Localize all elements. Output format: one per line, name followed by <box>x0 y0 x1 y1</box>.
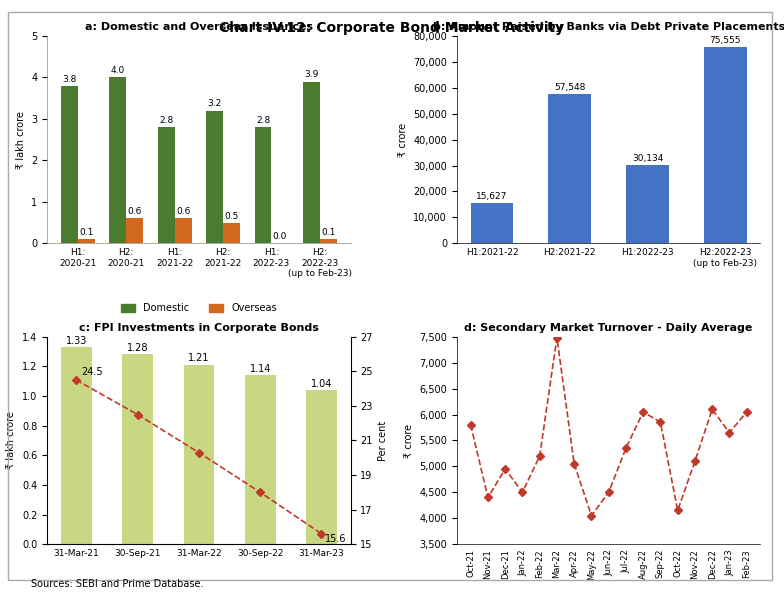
Text: 0.6: 0.6 <box>176 208 191 216</box>
Text: 15,627: 15,627 <box>477 192 508 201</box>
Text: 1.04: 1.04 <box>310 379 332 389</box>
Bar <box>255 127 271 243</box>
Text: 75,555: 75,555 <box>710 36 741 45</box>
Text: 0.1: 0.1 <box>321 228 336 237</box>
Title: a: Domestic and Overseas Issuances: a: Domestic and Overseas Issuances <box>85 22 313 32</box>
Text: 0.0: 0.0 <box>273 232 287 241</box>
Text: 2.8: 2.8 <box>159 116 173 125</box>
Bar <box>78 239 95 243</box>
Bar <box>245 375 275 544</box>
Bar <box>109 77 126 243</box>
Y-axis label: ₹ lakh crore: ₹ lakh crore <box>16 111 26 169</box>
Title: d: Secondary Market Turnover - Daily Average: d: Secondary Market Turnover - Daily Ave… <box>464 323 753 333</box>
Bar <box>549 94 591 243</box>
Bar <box>175 218 191 243</box>
Bar <box>183 365 214 544</box>
Y-axis label: ₹ lakh crore: ₹ lakh crore <box>6 411 16 469</box>
Text: 15.6: 15.6 <box>325 535 346 544</box>
Y-axis label: Per cent: Per cent <box>379 420 388 460</box>
Text: 3.8: 3.8 <box>62 75 77 84</box>
Title: b: Amount Raised by Banks via Debt Private Placements: b: Amount Raised by Banks via Debt Priva… <box>433 22 784 32</box>
Text: 0.1: 0.1 <box>79 228 93 237</box>
Bar <box>223 222 240 243</box>
Text: 3.9: 3.9 <box>304 71 318 80</box>
Text: 4.0: 4.0 <box>111 66 125 75</box>
Bar <box>158 127 175 243</box>
Text: 30,134: 30,134 <box>632 154 663 163</box>
Bar <box>61 86 78 243</box>
Bar <box>704 47 746 243</box>
Bar <box>470 203 514 243</box>
Text: 24.5: 24.5 <box>81 367 103 377</box>
Text: Sources: SEBI and Prime Database.: Sources: SEBI and Prime Database. <box>31 579 204 589</box>
Text: 0.5: 0.5 <box>224 212 238 221</box>
Text: 1.33: 1.33 <box>66 335 87 346</box>
Text: 1.14: 1.14 <box>249 364 270 374</box>
Text: 3.2: 3.2 <box>208 99 222 108</box>
Bar <box>307 390 337 544</box>
Text: 57,548: 57,548 <box>554 83 586 92</box>
Text: 2.8: 2.8 <box>256 116 270 125</box>
Title: c: FPI Investments in Corporate Bonds: c: FPI Investments in Corporate Bonds <box>79 323 319 333</box>
Bar <box>303 81 320 243</box>
Text: Chart IV.12: Corporate Bond Market Activity: Chart IV.12: Corporate Bond Market Activ… <box>220 21 564 35</box>
Bar <box>206 111 223 243</box>
Text: 0.6: 0.6 <box>128 208 142 216</box>
Bar <box>126 218 143 243</box>
Legend: Domestic, Overseas: Domestic, Overseas <box>117 300 281 318</box>
Bar <box>626 165 669 243</box>
Bar <box>61 347 92 544</box>
Y-axis label: ₹ crore: ₹ crore <box>397 123 408 157</box>
Text: 1.28: 1.28 <box>127 343 148 353</box>
Y-axis label: ₹ crore: ₹ crore <box>404 423 414 457</box>
Bar <box>122 355 153 544</box>
Bar <box>320 239 337 243</box>
Text: 1.21: 1.21 <box>188 353 209 364</box>
